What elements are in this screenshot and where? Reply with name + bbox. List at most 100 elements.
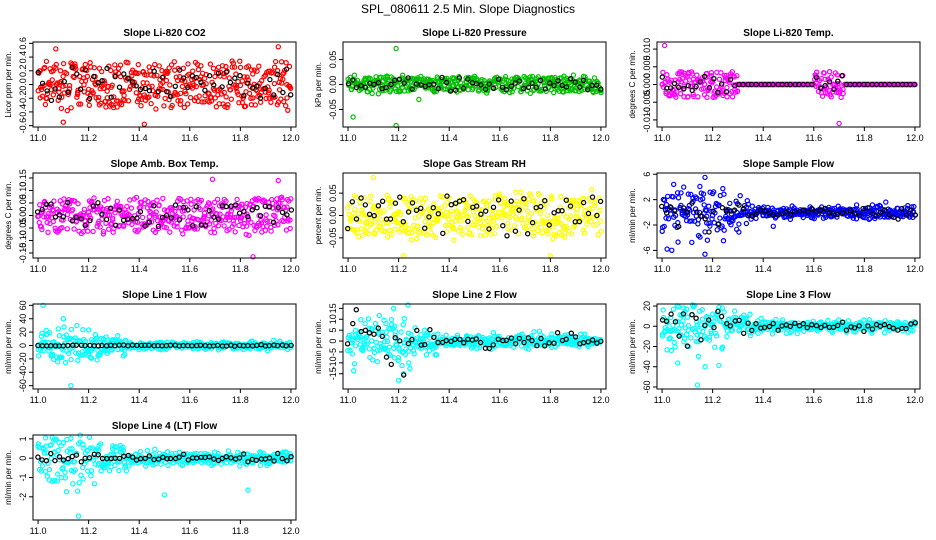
data-point	[679, 75, 686, 82]
data-point	[413, 81, 419, 87]
data-point	[672, 344, 678, 350]
data-point	[55, 359, 61, 365]
data-point	[219, 84, 225, 90]
data-point	[121, 71, 127, 77]
data-point	[283, 102, 289, 109]
y-axis: -0.6-0.4-0.20.00.20.40.6	[18, 37, 33, 133]
data-point	[362, 320, 368, 327]
data-point	[512, 223, 518, 229]
data-point	[681, 85, 687, 92]
data-point	[701, 73, 708, 80]
data-point	[486, 81, 492, 87]
data-point	[368, 193, 374, 199]
data-point	[345, 204, 351, 211]
data-point	[98, 68, 105, 75]
data-point	[371, 331, 377, 337]
data-point	[591, 75, 598, 81]
data-point	[720, 185, 726, 192]
data-point	[69, 64, 75, 71]
panel-title: Slope Line 2 Flow	[432, 290, 517, 301]
data-point	[456, 75, 463, 81]
data-point	[555, 78, 561, 84]
y-tick-label: -0.6	[18, 118, 28, 134]
data-point	[405, 75, 411, 81]
data-point	[721, 227, 727, 233]
data-point	[529, 73, 536, 80]
data-point	[194, 226, 201, 232]
data-point	[154, 72, 160, 79]
data-point	[77, 86, 84, 92]
figure-title: SPL_080611 2.5 Min. Slope Diagnostics	[361, 2, 575, 16]
data-point	[62, 469, 68, 475]
data-point	[525, 84, 532, 91]
data-point	[584, 221, 590, 227]
data-point	[183, 90, 189, 97]
data-point	[68, 208, 75, 214]
data-point	[212, 95, 218, 101]
data-point	[673, 94, 679, 100]
data-point	[716, 362, 722, 369]
data-point	[660, 307, 666, 313]
data-point	[74, 322, 80, 329]
data-point	[91, 195, 97, 201]
data-point	[840, 90, 846, 97]
data-point	[171, 223, 177, 229]
data-point	[51, 198, 57, 204]
data-point	[694, 382, 701, 388]
x-tick-label: 11.6	[181, 264, 198, 274]
data-point	[39, 463, 46, 469]
data-point	[444, 199, 450, 206]
data-point	[551, 89, 557, 96]
data-point	[272, 58, 279, 65]
data-point	[393, 122, 399, 129]
x-tick-label: 11.4	[755, 133, 772, 143]
data-point	[719, 204, 726, 211]
data-point	[350, 114, 356, 120]
data-points	[659, 302, 919, 388]
data-point	[59, 94, 65, 100]
y-tick-label: 0	[328, 339, 338, 344]
data-point	[75, 357, 81, 363]
x-axis: 11.0 11.2 11.4 11.6 11.8 12.0	[340, 389, 610, 405]
data-point	[100, 228, 107, 235]
y-tick-label: 40	[18, 314, 28, 324]
data-point	[693, 83, 699, 90]
data-point	[39, 226, 45, 233]
data-point	[481, 77, 487, 84]
y-tick-label: -20	[642, 340, 652, 353]
data-point	[60, 217, 66, 223]
data-point	[542, 86, 549, 92]
data-point	[525, 230, 531, 237]
data-point	[515, 83, 522, 90]
data-point	[401, 80, 407, 86]
data-point	[180, 75, 187, 81]
data-point	[660, 69, 666, 76]
data-point	[152, 61, 158, 68]
data-point	[351, 368, 357, 374]
data-point	[556, 229, 563, 236]
data-point	[112, 73, 118, 80]
data-point	[435, 85, 441, 92]
data-point	[384, 338, 391, 345]
data-point	[505, 220, 511, 226]
data-point	[158, 461, 164, 467]
x-tick-label: 11.8	[232, 395, 249, 405]
data-point	[262, 72, 269, 78]
data-point	[597, 207, 603, 213]
data-point	[770, 223, 777, 229]
data-point	[351, 361, 358, 367]
data-point	[70, 73, 76, 80]
data-point	[838, 94, 844, 101]
data-point	[221, 73, 227, 80]
data-point	[840, 86, 846, 93]
x-tick-label: 12.0	[282, 133, 300, 143]
data-point	[48, 97, 55, 104]
data-point	[213, 103, 219, 110]
x-tick-label: 11.0	[30, 264, 47, 274]
data-point	[724, 94, 730, 100]
x-tick-label: 11.2	[80, 133, 97, 143]
data-points	[344, 302, 604, 383]
data-point	[704, 237, 711, 243]
